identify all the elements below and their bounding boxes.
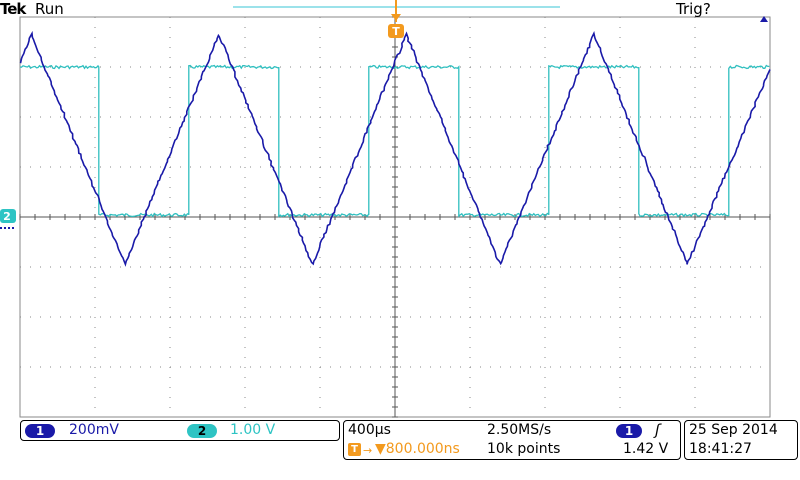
channel-scale-box: 1 200mV 2 1.00 V — [20, 420, 340, 441]
channel2-ground-glyph: 2 — [3, 210, 11, 223]
date-display: 25 Sep 2014 — [689, 422, 778, 438]
timebase-box: 400µs 2.50MS/s 1 ʃ T → ▼800.000ns 10k po… — [343, 420, 681, 460]
channel2-ground-marker[interactable]: 2 — [0, 209, 16, 229]
channel1-trigger-source-badge[interactable]: 1 — [616, 424, 642, 438]
channel2-scale[interactable]: 1.00 V — [230, 422, 276, 438]
trigger-position-marker[interactable]: T — [388, 0, 404, 38]
waveform-traces — [19, 30, 771, 267]
channel1-triangle-wave — [19, 30, 771, 267]
trigger-delay-icon: T — [348, 443, 361, 456]
channel1-scale[interactable]: 200mV — [69, 422, 119, 438]
trigger-delay-arrow-icon: → — [363, 444, 373, 457]
trigger-status: Trig? — [676, 0, 711, 18]
time-display: 18:41:27 — [689, 441, 752, 457]
acquisition-state: Run — [35, 0, 64, 18]
datetime-box: 25 Sep 2014 18:41:27 — [684, 420, 798, 460]
trigger-level-arrow-icon — [760, 16, 768, 22]
channel1-badge[interactable]: 1 — [25, 424, 55, 438]
channel2-badge[interactable]: 2 — [187, 424, 217, 438]
brand-logo: Tek — [0, 0, 26, 18]
trigger-slope-icon: ʃ — [655, 421, 661, 439]
record-length: 10k points — [487, 441, 561, 457]
trigger-position-glyph: T — [392, 25, 400, 38]
trigger-delay[interactable]: ▼800.000ns — [375, 441, 460, 457]
trigger-level[interactable]: 1.42 V — [623, 441, 669, 457]
sample-rate: 2.50MS/s — [487, 422, 552, 438]
timebase-scale[interactable]: 400µs — [348, 422, 391, 438]
